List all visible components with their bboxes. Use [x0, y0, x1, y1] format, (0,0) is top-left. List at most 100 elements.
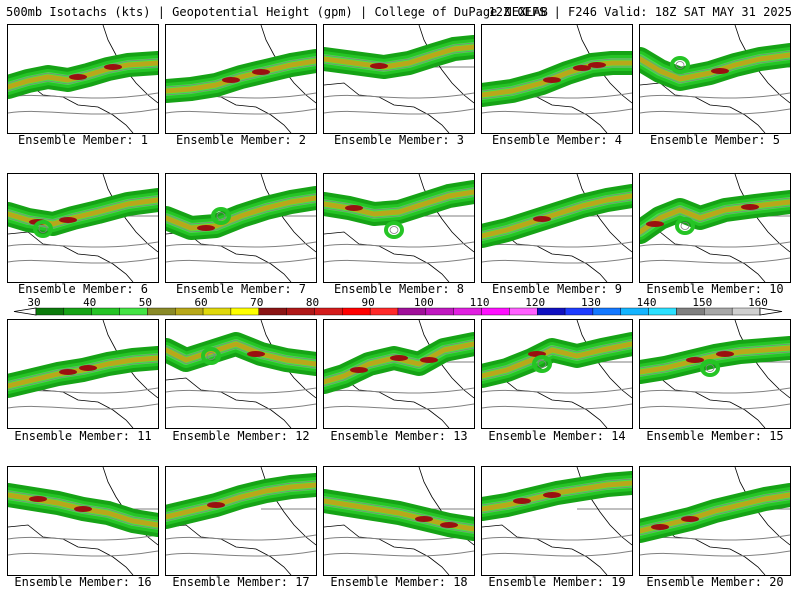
coastline	[482, 524, 608, 575]
colorbar-tick-label: 80	[306, 296, 319, 309]
member-caption-label: Ensemble Member:	[17, 282, 141, 296]
height-contour	[324, 550, 474, 557]
colorbar-swatch	[564, 307, 594, 316]
isotach-band	[640, 345, 790, 375]
member-number: 7	[298, 282, 307, 296]
jet-core	[415, 516, 433, 522]
chart-title: 500mb Isotachs (kts) | Geopotential Heig…	[6, 5, 548, 19]
ensemble-panel-11	[7, 319, 159, 429]
colorbar-swatch	[91, 307, 120, 316]
height-contour	[640, 92, 790, 99]
height-contour	[166, 56, 316, 88]
height-contour	[640, 50, 790, 76]
height-contour	[482, 550, 632, 557]
member-map	[482, 174, 632, 282]
isotach-band	[324, 44, 474, 70]
colorbar-tick-label: 140	[637, 296, 657, 309]
isotach-band	[166, 195, 316, 231]
jet-core	[711, 68, 729, 74]
cutoff-low	[33, 220, 53, 238]
height-contour	[324, 187, 474, 211]
jet-core	[588, 62, 606, 68]
member-caption-3: Ensemble Member: 3	[320, 133, 478, 147]
height-contour	[640, 351, 790, 377]
jet-core	[197, 225, 215, 231]
height-contour	[324, 195, 474, 219]
member-map	[324, 467, 474, 575]
ensemble-panel-2	[165, 24, 317, 134]
jet-core	[741, 204, 759, 210]
cutoff-low-contour	[389, 226, 399, 234]
jet-core	[29, 496, 47, 502]
jet-core	[59, 369, 77, 375]
colorbar-tick-label: 50	[139, 296, 152, 309]
height-contour	[640, 257, 790, 264]
member-caption-11: Ensemble Member: 11	[4, 429, 162, 443]
height-contour	[482, 403, 632, 410]
height-contour	[482, 257, 632, 264]
isotach-band	[482, 341, 632, 379]
height-contour	[324, 108, 474, 115]
jet-core	[252, 69, 270, 75]
coastline	[166, 377, 292, 428]
member-map	[8, 320, 158, 428]
jet-core	[345, 205, 363, 211]
ensemble-panel-6	[7, 173, 159, 283]
coastline	[8, 231, 134, 282]
coastline	[324, 231, 450, 282]
height-contour	[640, 197, 790, 229]
colorbar-tick-label: 130	[581, 296, 601, 309]
member-caption-7: Ensemble Member: 7	[162, 282, 320, 296]
colorbar-tick-label: 150	[692, 296, 712, 309]
ensemble-panel-13	[323, 319, 475, 429]
jet-core	[370, 63, 388, 69]
height-contour	[166, 534, 316, 541]
isotach-band	[482, 193, 632, 239]
colorbar-swatch	[704, 307, 733, 316]
jet-core	[440, 522, 458, 528]
member-map	[640, 174, 790, 282]
height-contour	[8, 403, 158, 410]
member-caption-5: Ensemble Member: 5	[636, 133, 794, 147]
colorbar-arrow-left	[13, 307, 37, 316]
member-map	[166, 174, 316, 282]
member-map	[640, 467, 790, 575]
height-contour	[482, 191, 632, 233]
member-caption-label: Ensemble Member:	[172, 429, 296, 443]
member-number: 11	[137, 429, 152, 443]
height-contour	[8, 257, 158, 264]
member-caption-label: Ensemble Member:	[333, 282, 457, 296]
height-contour	[166, 64, 316, 96]
jet-core	[390, 355, 408, 361]
ensemble-panel-4	[481, 24, 633, 134]
coastline	[324, 82, 450, 133]
height-contour	[482, 66, 632, 100]
member-number: 12	[295, 429, 310, 443]
member-number: 5	[772, 133, 781, 147]
ensemble-panel-15	[639, 319, 791, 429]
coastline	[640, 82, 766, 133]
height-contour	[8, 361, 158, 391]
ensemble-panel-10	[639, 173, 791, 283]
member-caption-label: Ensemble Member:	[333, 133, 457, 147]
jet-core	[533, 216, 551, 222]
member-map	[640, 25, 790, 133]
coastline	[640, 231, 766, 282]
height-contour	[166, 480, 316, 514]
member-caption-label: Ensemble Member:	[646, 429, 770, 443]
colorbar-swatch	[147, 307, 176, 316]
member-caption-label: Ensemble Member:	[488, 429, 612, 443]
colorbar-swatch	[230, 307, 259, 316]
member-number: 10	[769, 282, 784, 296]
height-contour	[640, 241, 790, 248]
cutoff-low-contour	[38, 225, 48, 233]
colorbar-swatch	[119, 307, 148, 316]
member-caption-12: Ensemble Member: 12	[162, 429, 320, 443]
colorbar-tick-label: 100	[414, 296, 434, 309]
isotach-band	[166, 482, 316, 520]
height-contour	[8, 66, 158, 92]
member-caption-label: Ensemble Member:	[488, 575, 612, 589]
member-caption-4: Ensemble Member: 4	[478, 133, 636, 147]
height-contour	[640, 387, 790, 394]
ensemble-panel-8	[323, 173, 475, 283]
